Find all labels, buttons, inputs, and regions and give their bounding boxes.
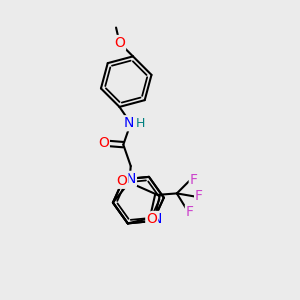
Text: F: F [190, 173, 198, 187]
Text: O: O [98, 136, 109, 150]
Text: F: F [186, 206, 194, 219]
Text: O: O [146, 212, 157, 226]
Text: N: N [124, 116, 134, 130]
Text: H: H [136, 117, 145, 130]
Text: O: O [117, 174, 128, 188]
Text: O: O [114, 36, 125, 50]
Text: F: F [195, 189, 203, 203]
Text: N: N [126, 172, 136, 186]
Text: N: N [152, 212, 162, 226]
